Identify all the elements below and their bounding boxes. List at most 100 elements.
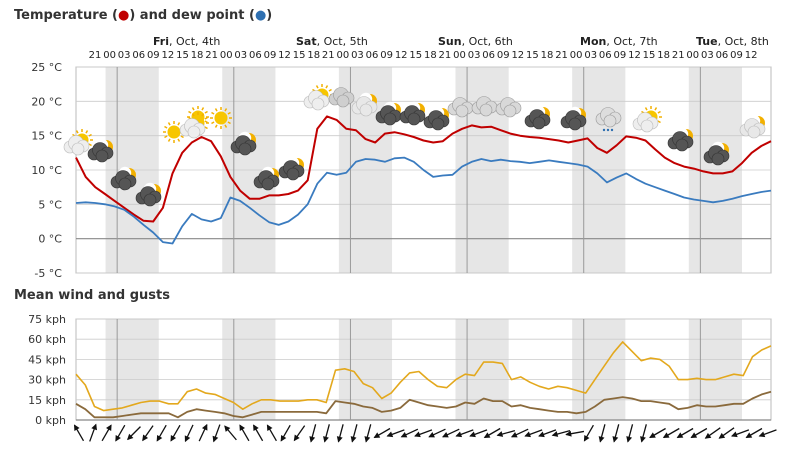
wind-direction-arrow [89, 423, 97, 442]
cloud-icon [560, 110, 587, 131]
temperature-chart-title: Temperature (●) and dew point (●) [14, 8, 273, 23]
wind-ytick-label: 60 kph [28, 333, 66, 346]
hour-tick-label: 09 [614, 50, 627, 61]
wind-ytick-label: 75 kph [28, 313, 66, 326]
day-label: Sun, Oct, 6th [438, 35, 513, 48]
cloud-icon [595, 107, 622, 132]
gusts-line [75, 341, 772, 412]
wind-direction-arrow [212, 424, 221, 443]
wind-direction-arrow [293, 425, 306, 442]
wind-direction-arrow [704, 427, 721, 439]
dew-point-legend-dot: ● [254, 8, 267, 23]
sun-icon [210, 107, 232, 129]
temperature-line [75, 115, 772, 223]
hour-tick-label: 21 [555, 50, 568, 61]
wind-direction-arrow [386, 429, 405, 438]
wind-direction-arrow [373, 427, 391, 439]
wind-direction-arrow [626, 424, 634, 443]
wind-direction-arrow [718, 427, 735, 439]
hour-tick-label: 15 [176, 50, 189, 61]
cloud-icon [423, 110, 450, 131]
night-band [222, 319, 276, 420]
wind-direction-arrow [170, 424, 181, 442]
wind-direction-arrow [414, 429, 433, 438]
wind-direction-arrow [758, 429, 777, 438]
temp-ytick-label: 5 °C [38, 198, 62, 211]
hour-tick-label: 12 [745, 50, 758, 61]
hour-tick-label: 00 [103, 50, 116, 61]
sun-icon [163, 121, 185, 143]
cloud-icon [667, 131, 694, 152]
hour-tick-label: 12 [162, 50, 175, 61]
hour-tick-label: 00 [686, 50, 699, 61]
hour-tick-label: 18 [424, 50, 437, 61]
hour-tick-label: 03 [468, 50, 481, 61]
wind-direction-arrow [73, 424, 85, 442]
night-band [455, 319, 509, 420]
hour-tick-label: 21 [205, 50, 218, 61]
hour-tick-label: 15 [293, 50, 306, 61]
wind-ytick-label: 15 kph [28, 394, 66, 407]
cloud-icon [703, 145, 730, 166]
wind-direction-arrow [662, 427, 680, 439]
hour-tick-label: 18 [191, 50, 204, 61]
wind-direction-arrow [731, 429, 750, 438]
day-label: Sat, Oct, 5th [296, 35, 368, 48]
cloud-icon [278, 160, 305, 181]
hour-tick-label: 00 [453, 50, 466, 61]
hour-tick-label: 03 [584, 50, 597, 61]
hour-tick-label: 18 [657, 50, 670, 61]
hour-tick-label: 21 [439, 50, 452, 61]
hour-tick-label: 18 [541, 50, 554, 61]
temperature-legend-dot: ● [117, 8, 130, 23]
day-label: Fri, Oct, 4th [153, 35, 220, 48]
wind-direction-arrow [649, 427, 666, 439]
hour-tick-label: 06 [249, 50, 262, 61]
temp-ytick-label: 0 °C [38, 233, 62, 246]
night-band [572, 319, 626, 420]
wind-direction-arrow [184, 424, 194, 443]
hour-tick-label: 12 [511, 50, 524, 61]
wind-direction-arrow [224, 425, 237, 441]
hour-tick-label: 03 [118, 50, 131, 61]
cloud-icon [632, 112, 659, 133]
wind-direction-arrow [101, 424, 112, 442]
hour-tick-label: 21 [322, 50, 335, 61]
cloud-icon [135, 186, 162, 207]
hour-tick-label: 09 [497, 50, 510, 61]
hour-tick-label: 15 [643, 50, 656, 61]
wind-direction-arrow [253, 424, 264, 442]
temp-ytick-label: 20 °C [31, 95, 62, 108]
wind-direction-arrow [142, 425, 154, 442]
wind-direction-arrow [400, 428, 419, 438]
hour-tick-label: 06 [716, 50, 729, 61]
hour-tick-label: 21 [89, 50, 102, 61]
hour-tick-label: 21 [672, 50, 685, 61]
wind-direction-arrow [266, 424, 277, 442]
wind-direction-arrow [538, 429, 557, 438]
wind-direction-arrow [442, 428, 460, 438]
hour-tick-label: 03 [701, 50, 714, 61]
wind-ytick-label: 0 kph [35, 414, 66, 427]
plot-frame [75, 318, 772, 421]
hour-tick-label: 06 [482, 50, 495, 61]
hour-tick-label: 00 [336, 50, 349, 61]
wind-direction-arrow [239, 424, 250, 442]
wind-direction-arrow [510, 428, 529, 438]
cloud-icon [739, 118, 766, 139]
hour-tick-label: 15 [526, 50, 539, 61]
hour-tick-label: 03 [234, 50, 247, 61]
hour-tick-label: 12 [278, 50, 291, 61]
wind-direction-arrow [640, 424, 647, 443]
wind-direction-arrow [115, 424, 126, 442]
temp-ytick-label: 15 °C [31, 130, 62, 143]
cloud-icon [524, 109, 551, 130]
cloud-icon [63, 135, 90, 156]
hour-tick-label: 18 [307, 50, 320, 61]
hour-tick-label: 09 [264, 50, 277, 61]
wind-direction-arrow [676, 427, 694, 439]
hour-tick-label: 12 [395, 50, 408, 61]
wind-direction-arrow [309, 424, 317, 443]
